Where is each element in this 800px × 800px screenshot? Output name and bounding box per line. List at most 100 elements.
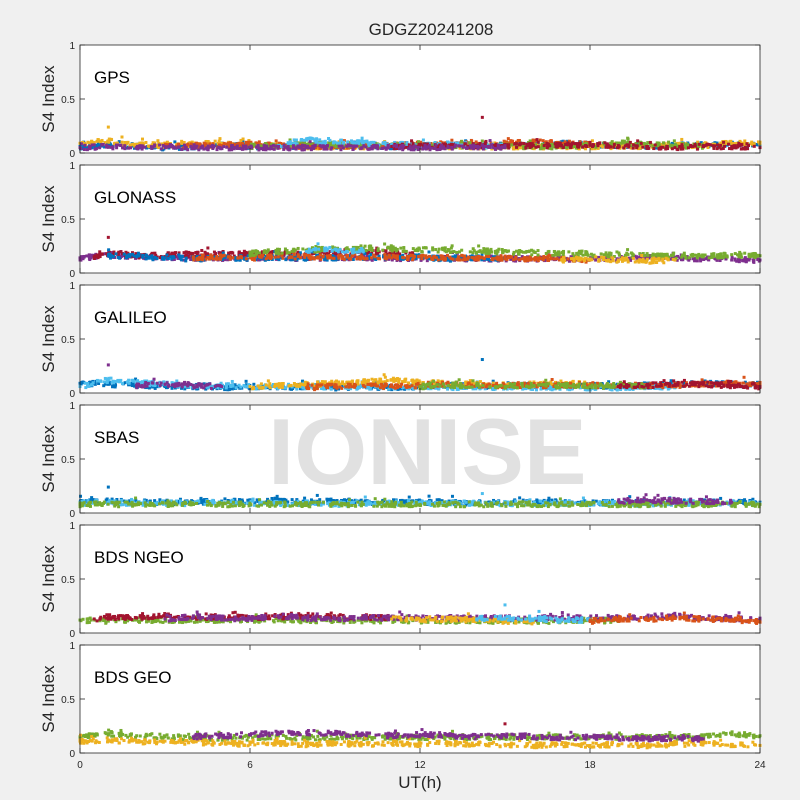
data-series-7: [78, 139, 507, 152]
data-point: [421, 253, 425, 257]
data-point: [107, 139, 111, 143]
data-point: [517, 258, 521, 262]
data-point: [191, 251, 195, 255]
data-point: [351, 249, 355, 253]
data-point: [317, 245, 321, 249]
data-point: [192, 143, 196, 147]
data-point: [225, 145, 229, 149]
data-point: [736, 258, 740, 262]
data-point: [232, 254, 236, 258]
data-point: [150, 256, 154, 260]
data-point: [82, 148, 86, 152]
data-point: [596, 146, 600, 150]
data-point: [490, 143, 494, 147]
data-point: [107, 248, 111, 252]
data-point: [380, 147, 384, 151]
data-point: [581, 145, 585, 149]
data-point: [556, 250, 560, 254]
data-point: [130, 142, 134, 146]
data-point: [292, 251, 296, 255]
data-point: [202, 144, 206, 148]
data-point: [561, 259, 565, 263]
data-point: [238, 258, 242, 262]
data-point: [609, 251, 613, 255]
data-point: [121, 252, 124, 256]
data-point: [446, 145, 450, 149]
data-point: [134, 377, 138, 381]
data-point: [648, 140, 652, 144]
data-point: [626, 248, 630, 252]
data-point: [234, 258, 238, 262]
y-axis-label: S4 Index: [39, 185, 58, 253]
data-point: [743, 139, 747, 143]
data-point: [252, 144, 256, 148]
data-point: [580, 249, 584, 253]
data-point: [584, 260, 588, 264]
data-point: [404, 249, 408, 253]
data-point: [711, 254, 715, 258]
data-point: [680, 137, 684, 141]
data-point: [370, 258, 374, 262]
data-point: [733, 252, 737, 256]
data-point: [233, 145, 237, 149]
data-point: [747, 254, 751, 258]
data-point: [463, 257, 467, 261]
data-point: [370, 147, 374, 151]
data-point: [469, 138, 473, 142]
data-point: [580, 142, 584, 146]
data-point: [482, 250, 486, 254]
data-point: [316, 144, 320, 148]
data-point: [407, 147, 411, 151]
data-point: [743, 257, 747, 261]
data-point: [460, 248, 464, 252]
data-point: [612, 145, 616, 149]
data-point: [393, 254, 397, 258]
data-point: [745, 142, 749, 146]
data-point: [670, 141, 674, 145]
data-point: [638, 252, 642, 256]
data-point: [563, 140, 567, 144]
data-point: [604, 253, 608, 257]
data-point: [309, 249, 313, 253]
data-point: [575, 255, 579, 259]
data-point: [511, 145, 515, 149]
data-point: [322, 147, 326, 151]
data-point: [98, 144, 102, 148]
data-point: [376, 256, 380, 260]
data-point: [700, 255, 704, 259]
data-point: [548, 145, 552, 149]
data-point: [327, 252, 331, 256]
data-point: [143, 145, 147, 149]
data-point: [88, 147, 92, 151]
data-point: [390, 256, 394, 260]
data-point: [682, 251, 686, 255]
data-point: [324, 144, 328, 148]
data-point: [743, 251, 747, 255]
data-point: [218, 137, 222, 141]
data-point: [154, 253, 158, 257]
data-point: [555, 144, 559, 148]
data-point: [706, 145, 710, 149]
data-point: [161, 143, 165, 147]
data-point: [643, 254, 647, 258]
data-point: [715, 141, 719, 145]
data-point: [450, 147, 454, 151]
data-point: [417, 142, 421, 146]
data-point: [678, 145, 682, 149]
data-point: [158, 143, 162, 147]
data-point: [555, 141, 559, 145]
data-point: [542, 144, 546, 148]
data-point: [482, 142, 486, 146]
data-point: [305, 253, 309, 257]
data-point: [533, 143, 537, 147]
data-point: [684, 256, 688, 260]
data-point: [111, 253, 115, 257]
data-point: [209, 253, 213, 257]
data-point: [499, 254, 503, 258]
data-point: [137, 253, 141, 257]
data-point: [521, 250, 525, 254]
data-point: [140, 142, 144, 146]
data-point: [266, 255, 270, 259]
data-point: [236, 256, 240, 260]
data-point: [311, 145, 315, 149]
